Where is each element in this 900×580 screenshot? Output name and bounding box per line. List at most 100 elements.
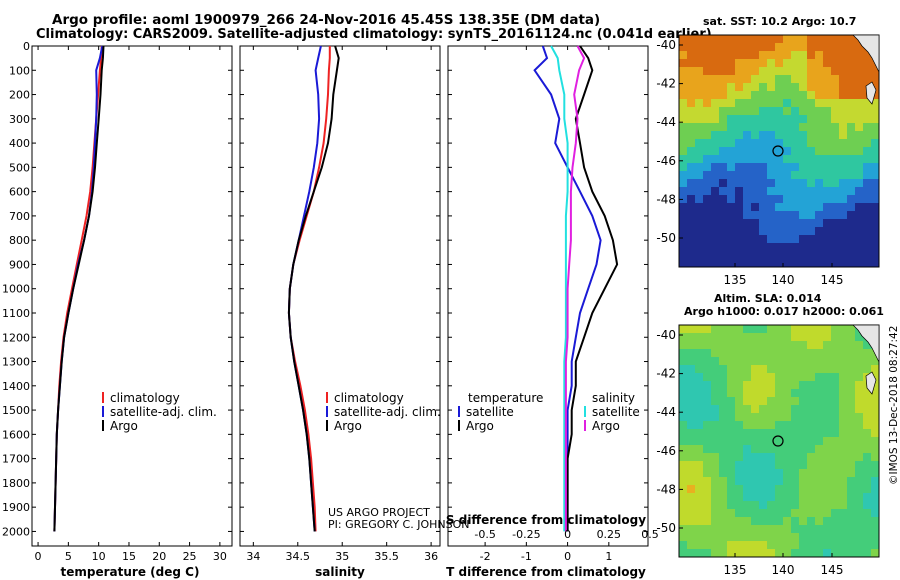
- map-cell: [799, 179, 808, 188]
- map-cell: [807, 541, 816, 550]
- map-cell: [775, 437, 784, 446]
- map-cell: [679, 469, 688, 478]
- map-cell: [735, 147, 744, 156]
- map-cell: [711, 203, 720, 212]
- map-cell: [679, 195, 688, 204]
- island-shape: [865, 81, 877, 105]
- map-cell: [775, 501, 784, 510]
- map-cell: [751, 333, 760, 342]
- map-cell: [735, 453, 744, 462]
- map-cell: [815, 461, 824, 470]
- map-cell: [815, 59, 824, 68]
- map-cell: [775, 203, 784, 212]
- map-cell: [855, 155, 864, 164]
- map-cell: [783, 155, 792, 164]
- map-cell: [783, 219, 792, 228]
- map-cell: [839, 501, 848, 510]
- map-cell: [679, 509, 688, 518]
- map-cell: [831, 493, 840, 502]
- map-cell: [703, 365, 712, 374]
- map-cell: [783, 501, 792, 510]
- map-cell: [679, 485, 688, 494]
- map-cell: [855, 131, 864, 140]
- map-cell: [695, 453, 704, 462]
- map-cell: [759, 91, 768, 100]
- map-cell: [855, 397, 864, 406]
- map-cell: [823, 381, 832, 390]
- map-cell: [831, 445, 840, 454]
- map-cell: [831, 235, 840, 244]
- map-cell: [807, 461, 816, 470]
- map-cell: [791, 541, 800, 550]
- map-cell: [719, 397, 728, 406]
- map-cell: [759, 437, 768, 446]
- map-cell: [735, 35, 744, 44]
- map-cell: [679, 525, 688, 534]
- map-cell: [863, 405, 872, 414]
- map-cell: [687, 163, 696, 172]
- map-cell: [687, 533, 696, 542]
- map-cell: [871, 413, 880, 422]
- map-cell: [711, 461, 720, 470]
- map-cell: [847, 549, 856, 558]
- map-cell: [695, 525, 704, 534]
- map-cell: [807, 325, 816, 334]
- x-tick-label: 25: [183, 550, 197, 563]
- map-cell: [815, 429, 824, 438]
- map-cell: [839, 131, 848, 140]
- legend-swatch-argo: [326, 420, 328, 431]
- map-cell: [727, 477, 736, 486]
- map-cell: [839, 493, 848, 502]
- map-cell: [775, 373, 784, 382]
- map-cell: [711, 59, 720, 68]
- map-cell: [743, 75, 752, 84]
- map-cell: [711, 171, 720, 180]
- map-cell: [839, 421, 848, 430]
- map-cell: [775, 251, 784, 260]
- y-tick-label: 600: [9, 186, 30, 199]
- map-cell: [847, 99, 856, 108]
- map-cell: [871, 163, 880, 172]
- map-cell: [767, 525, 776, 534]
- map-cell: [727, 509, 736, 518]
- map-cell: [775, 163, 784, 172]
- map-cell: [719, 123, 728, 132]
- map-cell: [679, 365, 688, 374]
- map-cell: [799, 211, 808, 220]
- map-cell: [743, 59, 752, 68]
- map-cell: [863, 541, 872, 550]
- map-cell: [759, 381, 768, 390]
- map-cell: [767, 235, 776, 244]
- map-cell: [815, 333, 824, 342]
- map-cell: [831, 35, 840, 44]
- map-cell: [791, 187, 800, 196]
- map-cell: [815, 203, 824, 212]
- map-cell: [863, 517, 872, 526]
- map-cell: [775, 477, 784, 486]
- legend-title-salinity: salinity: [592, 391, 635, 405]
- map-cell: [847, 445, 856, 454]
- map-cell: [695, 83, 704, 92]
- map-cell: [807, 469, 816, 478]
- map-cell: [783, 211, 792, 220]
- difference-panel: -2 -1 0 1-0.5 -0.25 0 0.25 0.5 T difference fro…: [446, 45, 659, 579]
- map-cell: [783, 43, 792, 52]
- map-cell: [791, 413, 800, 422]
- map-cell: [799, 405, 808, 414]
- map-cell: [695, 541, 704, 550]
- map-cell: [863, 453, 872, 462]
- map-cell: [823, 461, 832, 470]
- map-cell: [775, 429, 784, 438]
- map-cell: [751, 251, 760, 260]
- map-cell: [695, 397, 704, 406]
- map-cell: [791, 75, 800, 84]
- map-cell: [711, 357, 720, 366]
- map-cell: [807, 445, 816, 454]
- map-cell: [679, 477, 688, 486]
- map-cell: [767, 83, 776, 92]
- map-cell: [807, 179, 816, 188]
- map-cell: [751, 421, 760, 430]
- difference-legend: temperature satellite Argo salinity sate…: [458, 391, 640, 433]
- map-cell: [719, 349, 728, 358]
- map-cell: [775, 187, 784, 196]
